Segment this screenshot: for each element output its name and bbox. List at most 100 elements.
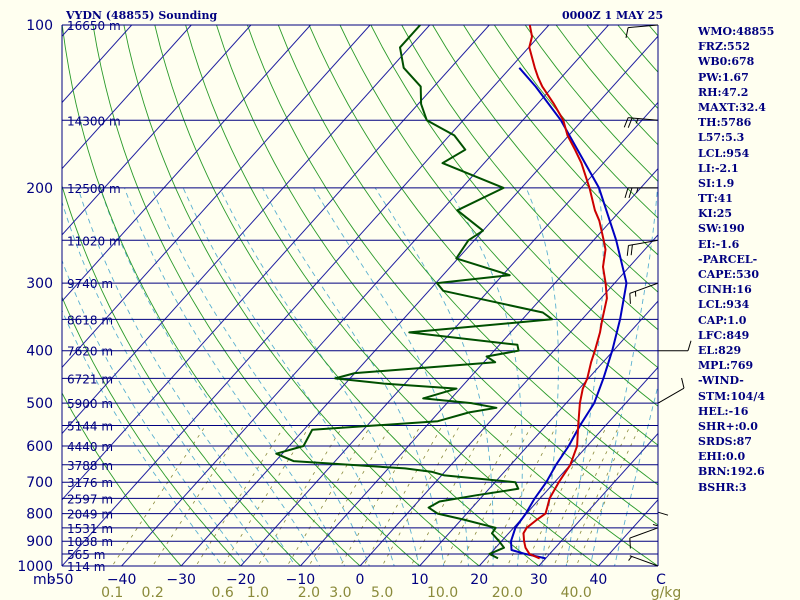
sounding-title: VYDN (48855) Sounding	[66, 9, 218, 22]
temperature-tick-label: 0	[356, 572, 365, 588]
wind-barb-flag	[628, 187, 633, 199]
index-line: SRDS:87	[698, 435, 752, 449]
dry-adiabat-line	[246, 25, 658, 526]
mixing-ratio-tick-label: 0.2	[142, 585, 164, 600]
dry-adiabat-line	[62, 184, 302, 566]
height-label: 565 m	[67, 548, 105, 562]
wind-barb-half-flag	[636, 187, 639, 194]
temperature-tick-label: −10	[286, 572, 316, 588]
moist-adiabat-line	[219, 187, 420, 566]
index-line: LCL:954	[698, 146, 750, 160]
moist-adiabat-line	[447, 187, 523, 566]
parcel-path-line	[510, 67, 628, 560]
index-line: BSHR:3	[698, 480, 747, 494]
mixing-ratio-line	[565, 425, 631, 566]
index-line: -WIND-	[698, 374, 744, 388]
temperature-tick-label: 40	[589, 572, 607, 588]
height-label: 11020 m	[67, 234, 121, 248]
dry-adiabat-line	[339, 25, 658, 407]
wind-barb-staff	[628, 117, 659, 121]
isotherm-line	[538, 432, 658, 566]
height-label: 2049 m	[67, 508, 113, 522]
temperature-tick-label: 20	[470, 572, 488, 588]
index-line: LI:-2.1	[698, 161, 739, 175]
dry-adiabat-line	[370, 25, 658, 369]
isotherm-line	[478, 366, 658, 566]
wind-barb	[624, 187, 658, 199]
height-label: 16650 m	[67, 19, 121, 33]
dry-adiabat-line	[92, 25, 421, 566]
wind-barb	[623, 117, 659, 128]
height-label: 2597 m	[67, 492, 113, 506]
pressure-label: 900	[26, 534, 53, 550]
valid-time: 0000Z 1 MAY 25	[562, 9, 664, 22]
moist-adiabat-line	[124, 187, 346, 566]
index-line: WMO:48855	[698, 25, 775, 38]
moist-adiabat-line	[525, 187, 559, 566]
moist-adiabat-line	[62, 200, 272, 566]
wind-barb-half-flag	[628, 556, 633, 561]
height-label: 5900 m	[67, 397, 113, 411]
isotherm-line	[62, 25, 371, 369]
dry-adiabat-line	[216, 25, 658, 566]
index-line: HEL:-16	[698, 404, 749, 418]
wind-barb-staff	[629, 555, 659, 567]
index-line: SW:190	[698, 222, 745, 236]
height-label: 5144 m	[67, 420, 113, 434]
y-axis-unit: mb	[33, 572, 56, 588]
moist-adiabat-line	[77, 187, 296, 566]
pressure-label: 200	[26, 181, 53, 197]
isotherm-line	[62, 25, 431, 435]
wind-barb-staff	[629, 282, 659, 294]
mixing-ratio-tick-label: 0.1	[101, 585, 123, 600]
isotherm-line	[180, 35, 658, 566]
mixing-ratio-line	[575, 425, 641, 566]
wind-barb	[628, 555, 659, 567]
wind-barb	[626, 239, 659, 256]
index-line: SHR+:0.0	[698, 419, 758, 433]
height-label: 4440 m	[67, 440, 113, 454]
index-line: MPL:769	[698, 359, 754, 373]
wind-barb-staff	[629, 527, 659, 539]
index-line: RH:47.2	[698, 85, 749, 99]
isotherm-line	[121, 25, 609, 566]
mixing-ratio-tick-label: 0.6	[212, 585, 234, 600]
height-label: 1531 m	[67, 522, 113, 536]
index-line: EHI:0.0	[698, 450, 746, 464]
pressure-label: 500	[26, 396, 53, 412]
wind-barb-flag	[657, 511, 669, 516]
dewpoint-line	[275, 25, 554, 560]
mixing-ratio-unit: g/kg	[651, 585, 682, 600]
index-line: TH:5786	[698, 116, 752, 130]
sounding-series	[275, 25, 628, 560]
index-line: PW:1.67	[698, 70, 749, 84]
isotherm-line	[62, 25, 252, 236]
isotherms	[62, 25, 658, 566]
wind-barb-flag	[624, 187, 629, 199]
temperature-tick-label: -50	[51, 572, 74, 588]
index-line: L57:5.3	[698, 131, 745, 145]
mixing-ratio-tick-label: 5.0	[371, 585, 393, 600]
wind-barb-flag	[627, 117, 633, 128]
wind-barb	[657, 377, 685, 404]
pressure-label: 800	[26, 507, 53, 523]
pressure-label: 400	[26, 344, 53, 360]
index-line: MAXT:32.4	[698, 100, 766, 114]
dry-adiabat-line	[463, 25, 658, 256]
height-label: 7620 m	[67, 345, 113, 359]
moist-adiabat-line	[151, 187, 370, 566]
index-line: SI:1.9	[698, 176, 735, 190]
wind-barb-flag	[687, 340, 692, 351]
wind-barb	[629, 527, 659, 549]
index-line: BRN:192.6	[698, 465, 765, 479]
wind-barb-flag	[629, 538, 631, 549]
isotherm-line	[62, 25, 311, 302]
dry-adiabat-line	[62, 295, 242, 566]
pressure-label: 700	[26, 475, 53, 491]
pressure-label: 1000	[17, 559, 53, 575]
wind-barb-flag	[625, 27, 629, 38]
wind-barb-flag	[681, 377, 685, 389]
mixing-ratio-tick-label: 10.0	[427, 585, 458, 600]
